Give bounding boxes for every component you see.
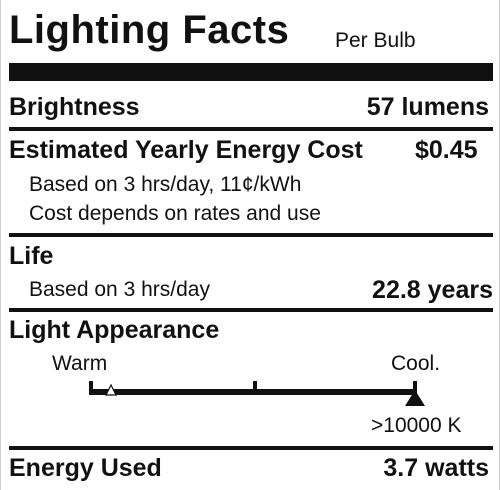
energy-cost-value: $0.45 [415, 136, 478, 164]
energy-used-label: Energy Used [9, 454, 162, 482]
energy-cost-note: Cost depends on rates and use [29, 202, 321, 225]
color-temperature-value: >10000 K [371, 414, 462, 437]
energy-used-value: 3.7 watts [383, 454, 489, 482]
energy-cost-label: Estimated Yearly Energy Cost [9, 136, 363, 164]
color-temperature-marker [405, 390, 425, 406]
light-appearance-label: Light Appearance [9, 316, 220, 344]
header-bar [9, 63, 493, 81]
divider-energy-cost [9, 233, 493, 237]
label-title: Lighting Facts [9, 8, 290, 52]
per-bulb-text: Per Bulb [335, 29, 416, 52]
scale-tick-middle [253, 381, 257, 395]
scale-tick-left [89, 381, 93, 395]
life-label: Life [9, 242, 54, 270]
cool-label: Cool. [391, 352, 441, 375]
life-basis: Based on 3 hrs/day [29, 278, 210, 301]
warm-label: Warm [52, 352, 108, 375]
divider-life [9, 308, 493, 312]
brightness-label: Brightness [9, 93, 140, 121]
brightness-value: 57 lumens [366, 93, 489, 121]
scale-tick-right [413, 381, 417, 395]
divider-light-appearance [9, 446, 493, 450]
scale-bar [89, 389, 417, 395]
life-value: 22.8 years [372, 276, 493, 304]
divider-brightness [9, 127, 493, 131]
warm-end-marker [105, 383, 117, 396]
energy-cost-basis: Based on 3 hrs/day, 11¢/kWh [29, 173, 302, 196]
